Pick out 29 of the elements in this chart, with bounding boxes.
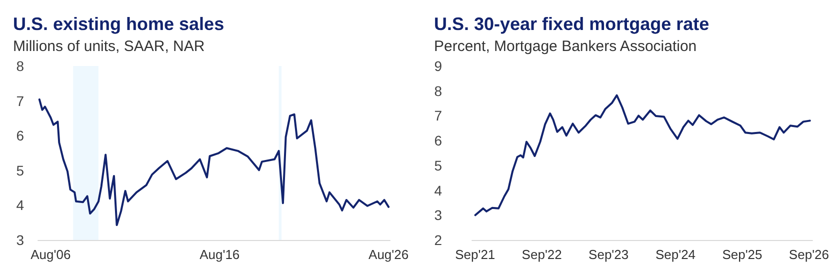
chart-subtitle: Percent, Mortgage Bankers Association bbox=[434, 38, 697, 55]
y-tick-label: 7 bbox=[16, 92, 24, 109]
x-tick-label: Sep'21 bbox=[455, 247, 496, 262]
chart-title: U.S. 30-year fixed mortgage rate bbox=[434, 14, 710, 34]
x-tick-label: Aug'16 bbox=[200, 247, 240, 262]
x-tick-label: Sep'26 bbox=[788, 247, 830, 262]
y-tick-label: 9 bbox=[434, 58, 442, 74]
x-tick-label: Sep'25 bbox=[722, 247, 762, 262]
y-tick-label: 7 bbox=[434, 108, 442, 124]
y-tick-label: 6 bbox=[16, 128, 24, 144]
y-tick-label: 5 bbox=[434, 157, 442, 174]
x-tick-label: Sep'24 bbox=[655, 247, 696, 262]
y-tick-label: 6 bbox=[434, 132, 442, 149]
chart-subtitle: Millions of units, SAAR, NAR bbox=[13, 38, 205, 55]
y-tick-label: 4 bbox=[16, 197, 24, 214]
y-tick-label: 8 bbox=[16, 58, 24, 74]
chart-title: U.S. existing home sales bbox=[13, 14, 224, 34]
x-tick-label: Sep'22 bbox=[522, 247, 562, 262]
y-tick-label: 4 bbox=[434, 182, 442, 198]
line-series bbox=[38, 98, 390, 226]
x-tick-label: Sep'23 bbox=[588, 247, 629, 262]
y-tick-label: 8 bbox=[434, 82, 442, 99]
y-tick-label: 3 bbox=[16, 232, 24, 248]
x-tick-label: Aug'26 bbox=[368, 247, 409, 262]
x-tick-label: Aug'06 bbox=[30, 247, 71, 262]
y-tick-label: 5 bbox=[16, 162, 24, 178]
y-tick-label: 3 bbox=[434, 207, 442, 224]
line-series bbox=[474, 94, 811, 216]
y-tick-label: 2 bbox=[434, 232, 442, 248]
